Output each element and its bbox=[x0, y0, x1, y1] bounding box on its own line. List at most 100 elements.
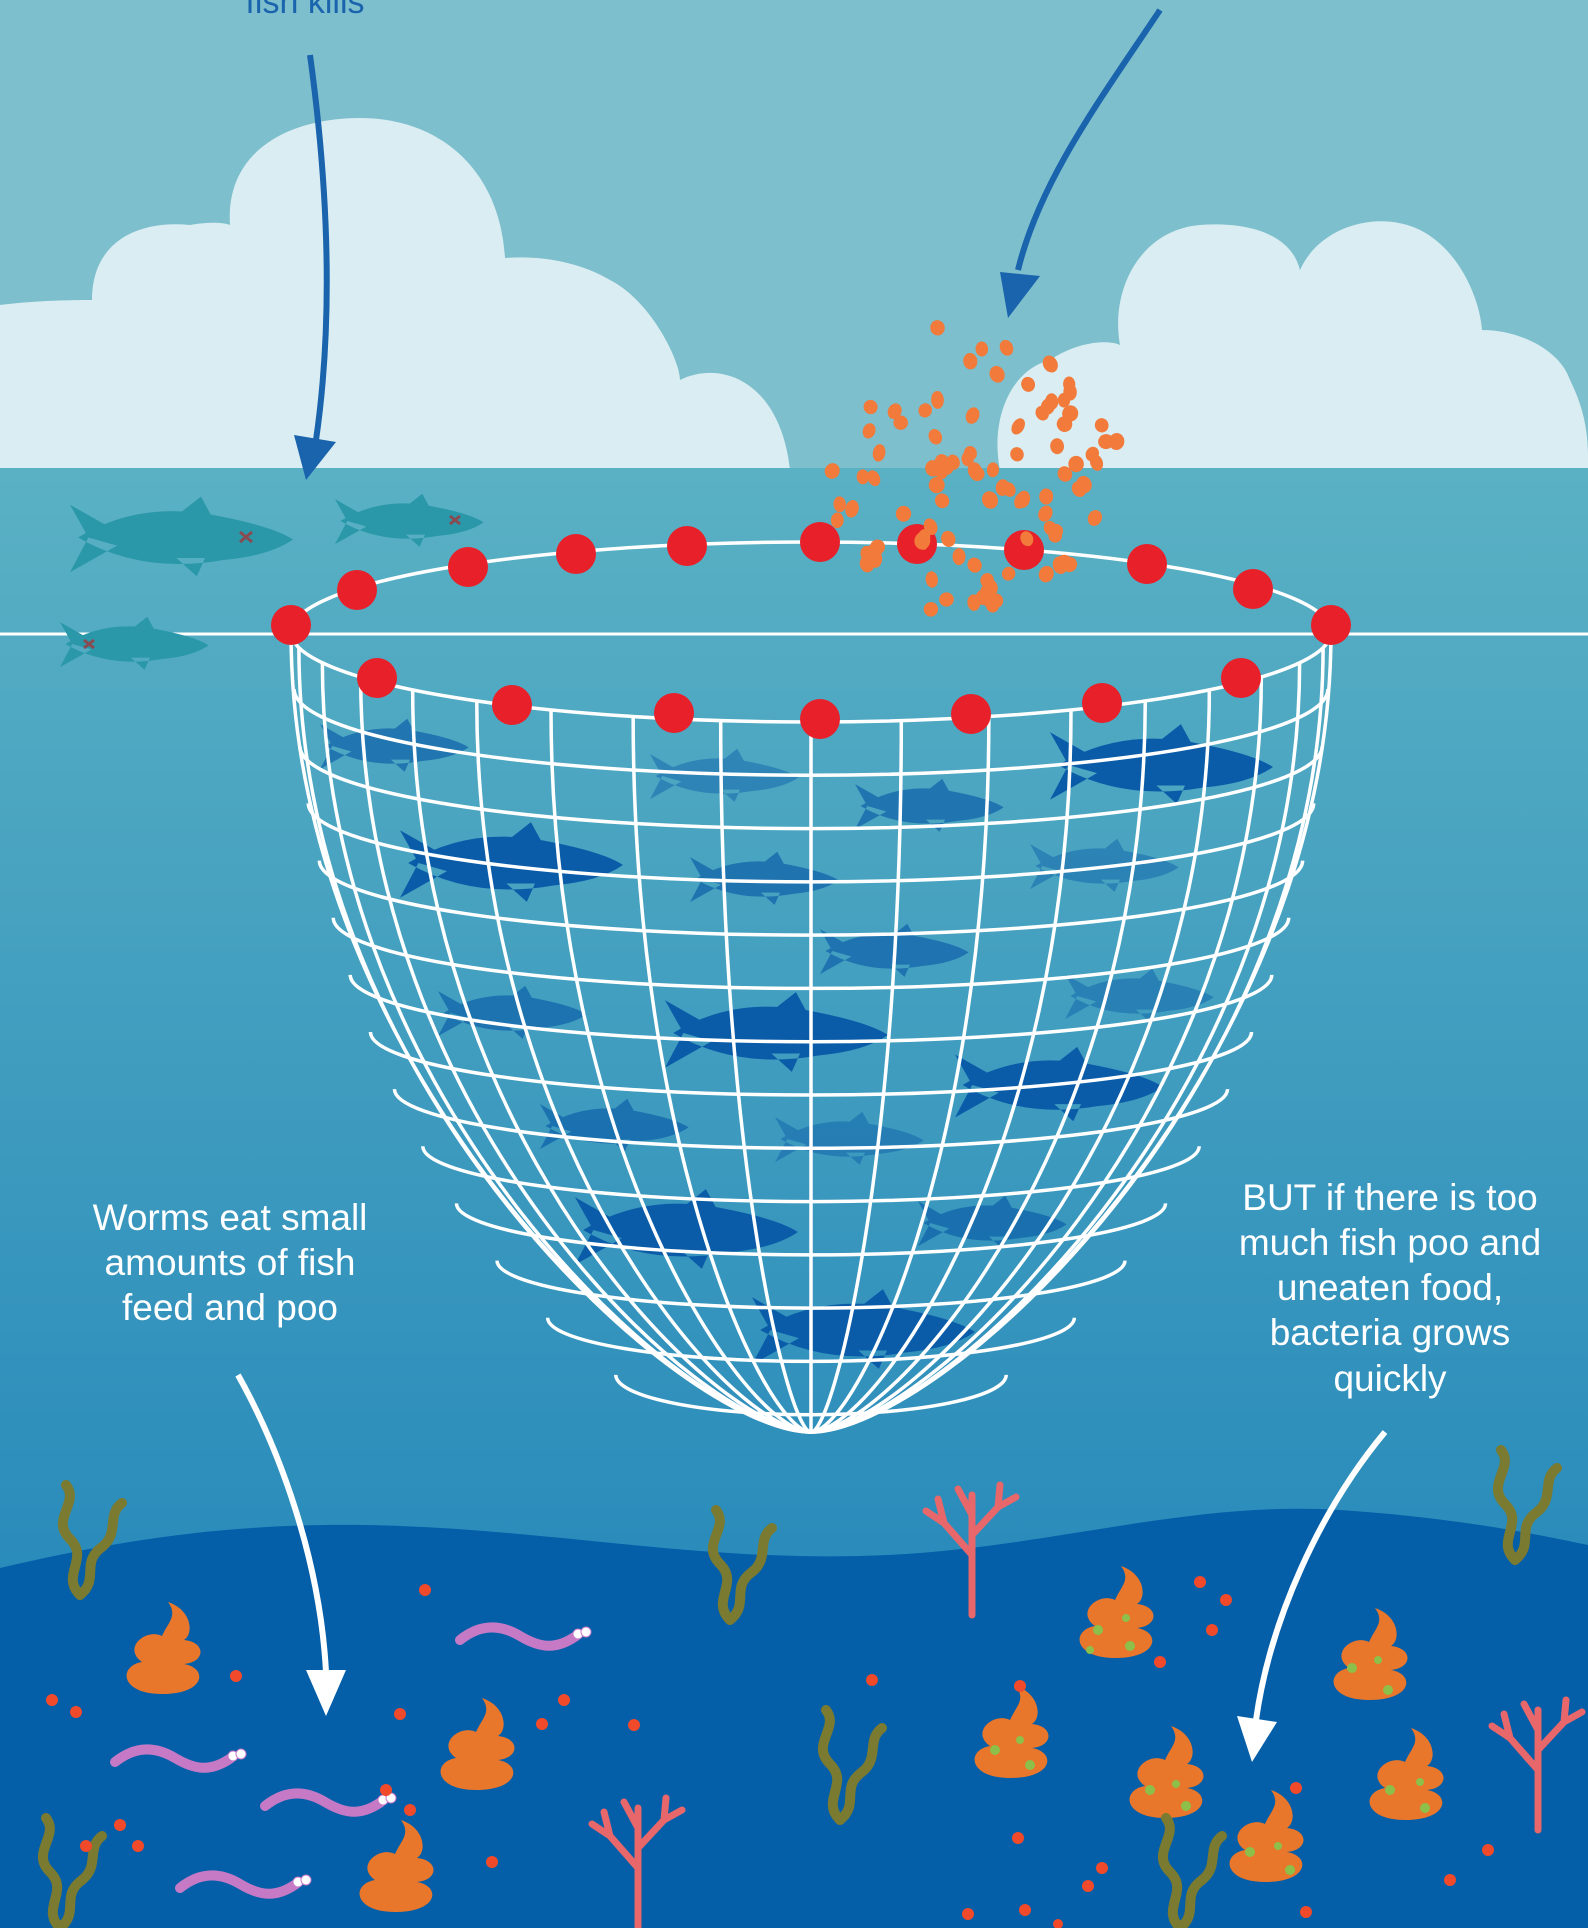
net-line bbox=[718, 720, 812, 1434]
float bbox=[1082, 683, 1122, 723]
worms-line-2: amounts of fish bbox=[104, 1242, 356, 1284]
feed-pellet bbox=[939, 592, 954, 607]
feed-pellet bbox=[1002, 482, 1016, 497]
feed-pellet bbox=[967, 557, 982, 573]
feed-pellet bbox=[1085, 446, 1100, 462]
feed-pellet bbox=[1001, 566, 1016, 581]
net-line bbox=[810, 720, 904, 1434]
float bbox=[1221, 658, 1261, 698]
feed-pellet bbox=[1052, 556, 1068, 575]
feed-pellet bbox=[1011, 418, 1025, 435]
arrow-worms bbox=[235, 1373, 346, 1716]
float bbox=[492, 685, 532, 725]
feed-pellet bbox=[1020, 531, 1034, 547]
feed-pellet bbox=[1098, 434, 1114, 450]
feed-pellet bbox=[1035, 405, 1049, 421]
feed-pellet bbox=[989, 365, 1005, 383]
feed-pellet bbox=[845, 500, 859, 518]
arrow-fish-kills bbox=[294, 54, 336, 480]
fish-net bbox=[289, 540, 1333, 1434]
feed-pellet bbox=[981, 491, 999, 509]
feed-pellet bbox=[893, 415, 908, 430]
feed-pellet bbox=[887, 403, 902, 420]
feed-pellet bbox=[963, 352, 978, 370]
feed-pellet bbox=[986, 462, 999, 478]
float bbox=[1004, 530, 1044, 570]
float bbox=[800, 699, 840, 739]
float bbox=[1233, 569, 1273, 609]
arrow-bacteria bbox=[1237, 1430, 1388, 1762]
float bbox=[951, 694, 991, 734]
seabed-specks bbox=[46, 1576, 1494, 1928]
feed-pellet bbox=[1068, 455, 1084, 473]
feed-pellet bbox=[869, 550, 883, 568]
feed-pellet bbox=[914, 532, 931, 550]
net-line bbox=[810, 689, 1212, 1434]
net-line bbox=[549, 709, 812, 1434]
bacteria-spots bbox=[990, 1614, 1430, 1875]
feed-pellet bbox=[1042, 355, 1058, 373]
cloud-left bbox=[0, 118, 790, 470]
feed-pellet bbox=[1063, 383, 1077, 401]
cloud-right bbox=[997, 221, 1588, 470]
fish-kills-text: fish kills bbox=[245, 0, 365, 21]
float bbox=[448, 547, 488, 587]
feed-pellet bbox=[934, 493, 950, 509]
feed-pellet bbox=[1057, 466, 1073, 482]
feed-pellet bbox=[1047, 523, 1064, 539]
float bbox=[654, 693, 694, 733]
feed-pellet bbox=[830, 512, 844, 529]
dead-fish-eyes bbox=[83, 514, 461, 650]
feed-pellet bbox=[928, 476, 945, 494]
float bbox=[271, 605, 311, 645]
feed-pellet bbox=[1039, 488, 1054, 505]
feed-pellet bbox=[833, 496, 846, 513]
bacteria-line-2: much fish poo and bbox=[1238, 1222, 1542, 1264]
net-line bbox=[475, 700, 812, 1434]
feed-pellet bbox=[923, 602, 939, 617]
feed-pellet bbox=[925, 571, 938, 588]
feed-pellet bbox=[1094, 418, 1109, 433]
feed-pellet bbox=[952, 548, 966, 566]
bacteria-line-5: quickly bbox=[1333, 1357, 1447, 1399]
feed-pellet bbox=[965, 407, 980, 424]
feed-pellet bbox=[1038, 505, 1053, 522]
feed-pellet bbox=[961, 451, 974, 467]
net-line bbox=[810, 709, 1073, 1434]
bacteria-label: BUT if there is too much fish poo and un… bbox=[1190, 1175, 1588, 1401]
bacteria-line-3: uneaten food, bbox=[1276, 1267, 1504, 1309]
feed-pellet bbox=[988, 593, 1004, 609]
float bbox=[556, 534, 596, 574]
feed-pellet bbox=[999, 339, 1014, 356]
worms-line-3: feed and poo bbox=[121, 1287, 339, 1329]
feed-pellet bbox=[1071, 481, 1087, 497]
feed-pellet bbox=[931, 390, 944, 409]
fish-feed-pellets bbox=[824, 320, 1125, 617]
feed-pellet bbox=[930, 320, 945, 336]
feed-pellet bbox=[862, 423, 876, 439]
feed-pellet bbox=[975, 341, 989, 357]
worms-line-1: Worms eat small bbox=[92, 1197, 368, 1238]
net-line bbox=[810, 700, 1147, 1434]
feed-pellet bbox=[1050, 438, 1064, 455]
feed-pellet bbox=[1038, 565, 1054, 583]
feed-pellet bbox=[895, 505, 912, 522]
feed-pellet bbox=[856, 469, 870, 485]
feed-pellet bbox=[1014, 492, 1028, 509]
feed-pellet bbox=[872, 444, 886, 462]
bacteria-line-1: BUT if there is too bbox=[1242, 1177, 1538, 1218]
worms-label: Worms eat small amounts of fish feed and… bbox=[40, 1195, 420, 1330]
feed-pellet bbox=[1108, 433, 1125, 450]
feed-pellet bbox=[928, 428, 943, 445]
net-line bbox=[410, 689, 812, 1434]
net-floats bbox=[271, 522, 1351, 739]
feed-pellet bbox=[918, 403, 932, 418]
net-line bbox=[358, 676, 812, 1434]
float bbox=[357, 658, 397, 698]
feed-pellet bbox=[824, 463, 840, 479]
feed-pellet bbox=[867, 470, 881, 487]
feed-pellet bbox=[1056, 416, 1073, 432]
feed-pellet bbox=[941, 530, 956, 547]
float bbox=[337, 570, 377, 610]
